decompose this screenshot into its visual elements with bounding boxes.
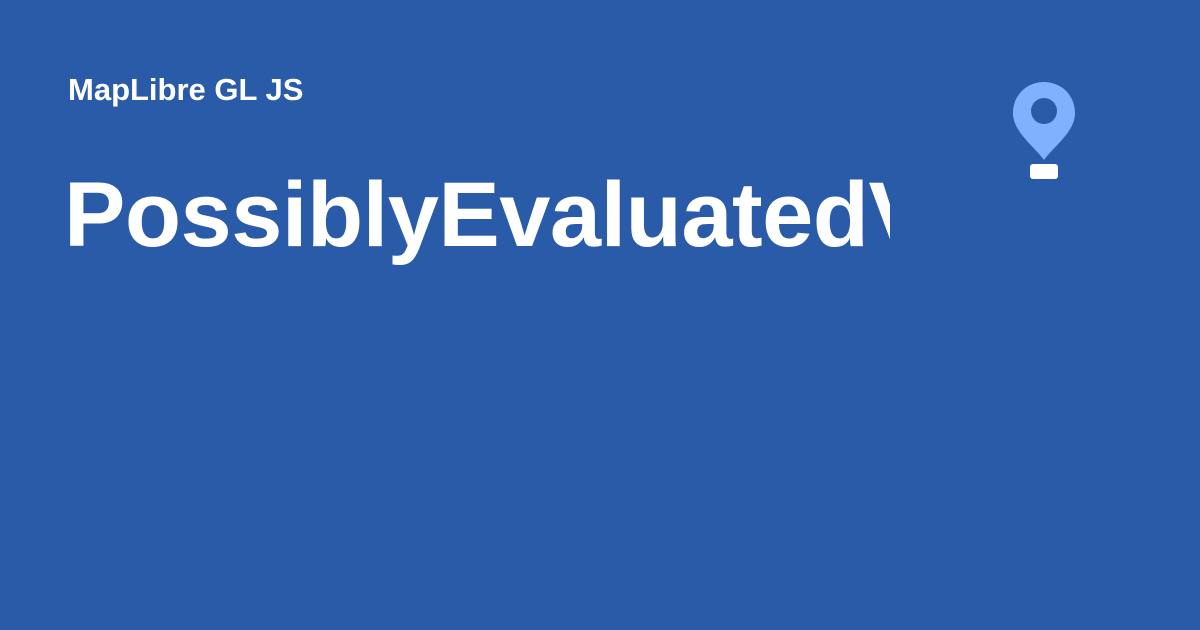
map-pin-icon <box>1010 80 1078 184</box>
page-title: PossiblyEvaluatedValue <box>64 164 890 266</box>
site-name: MapLibre GL JS <box>68 72 304 107</box>
page-title-container: PossiblyEvaluatedValue <box>64 150 890 280</box>
